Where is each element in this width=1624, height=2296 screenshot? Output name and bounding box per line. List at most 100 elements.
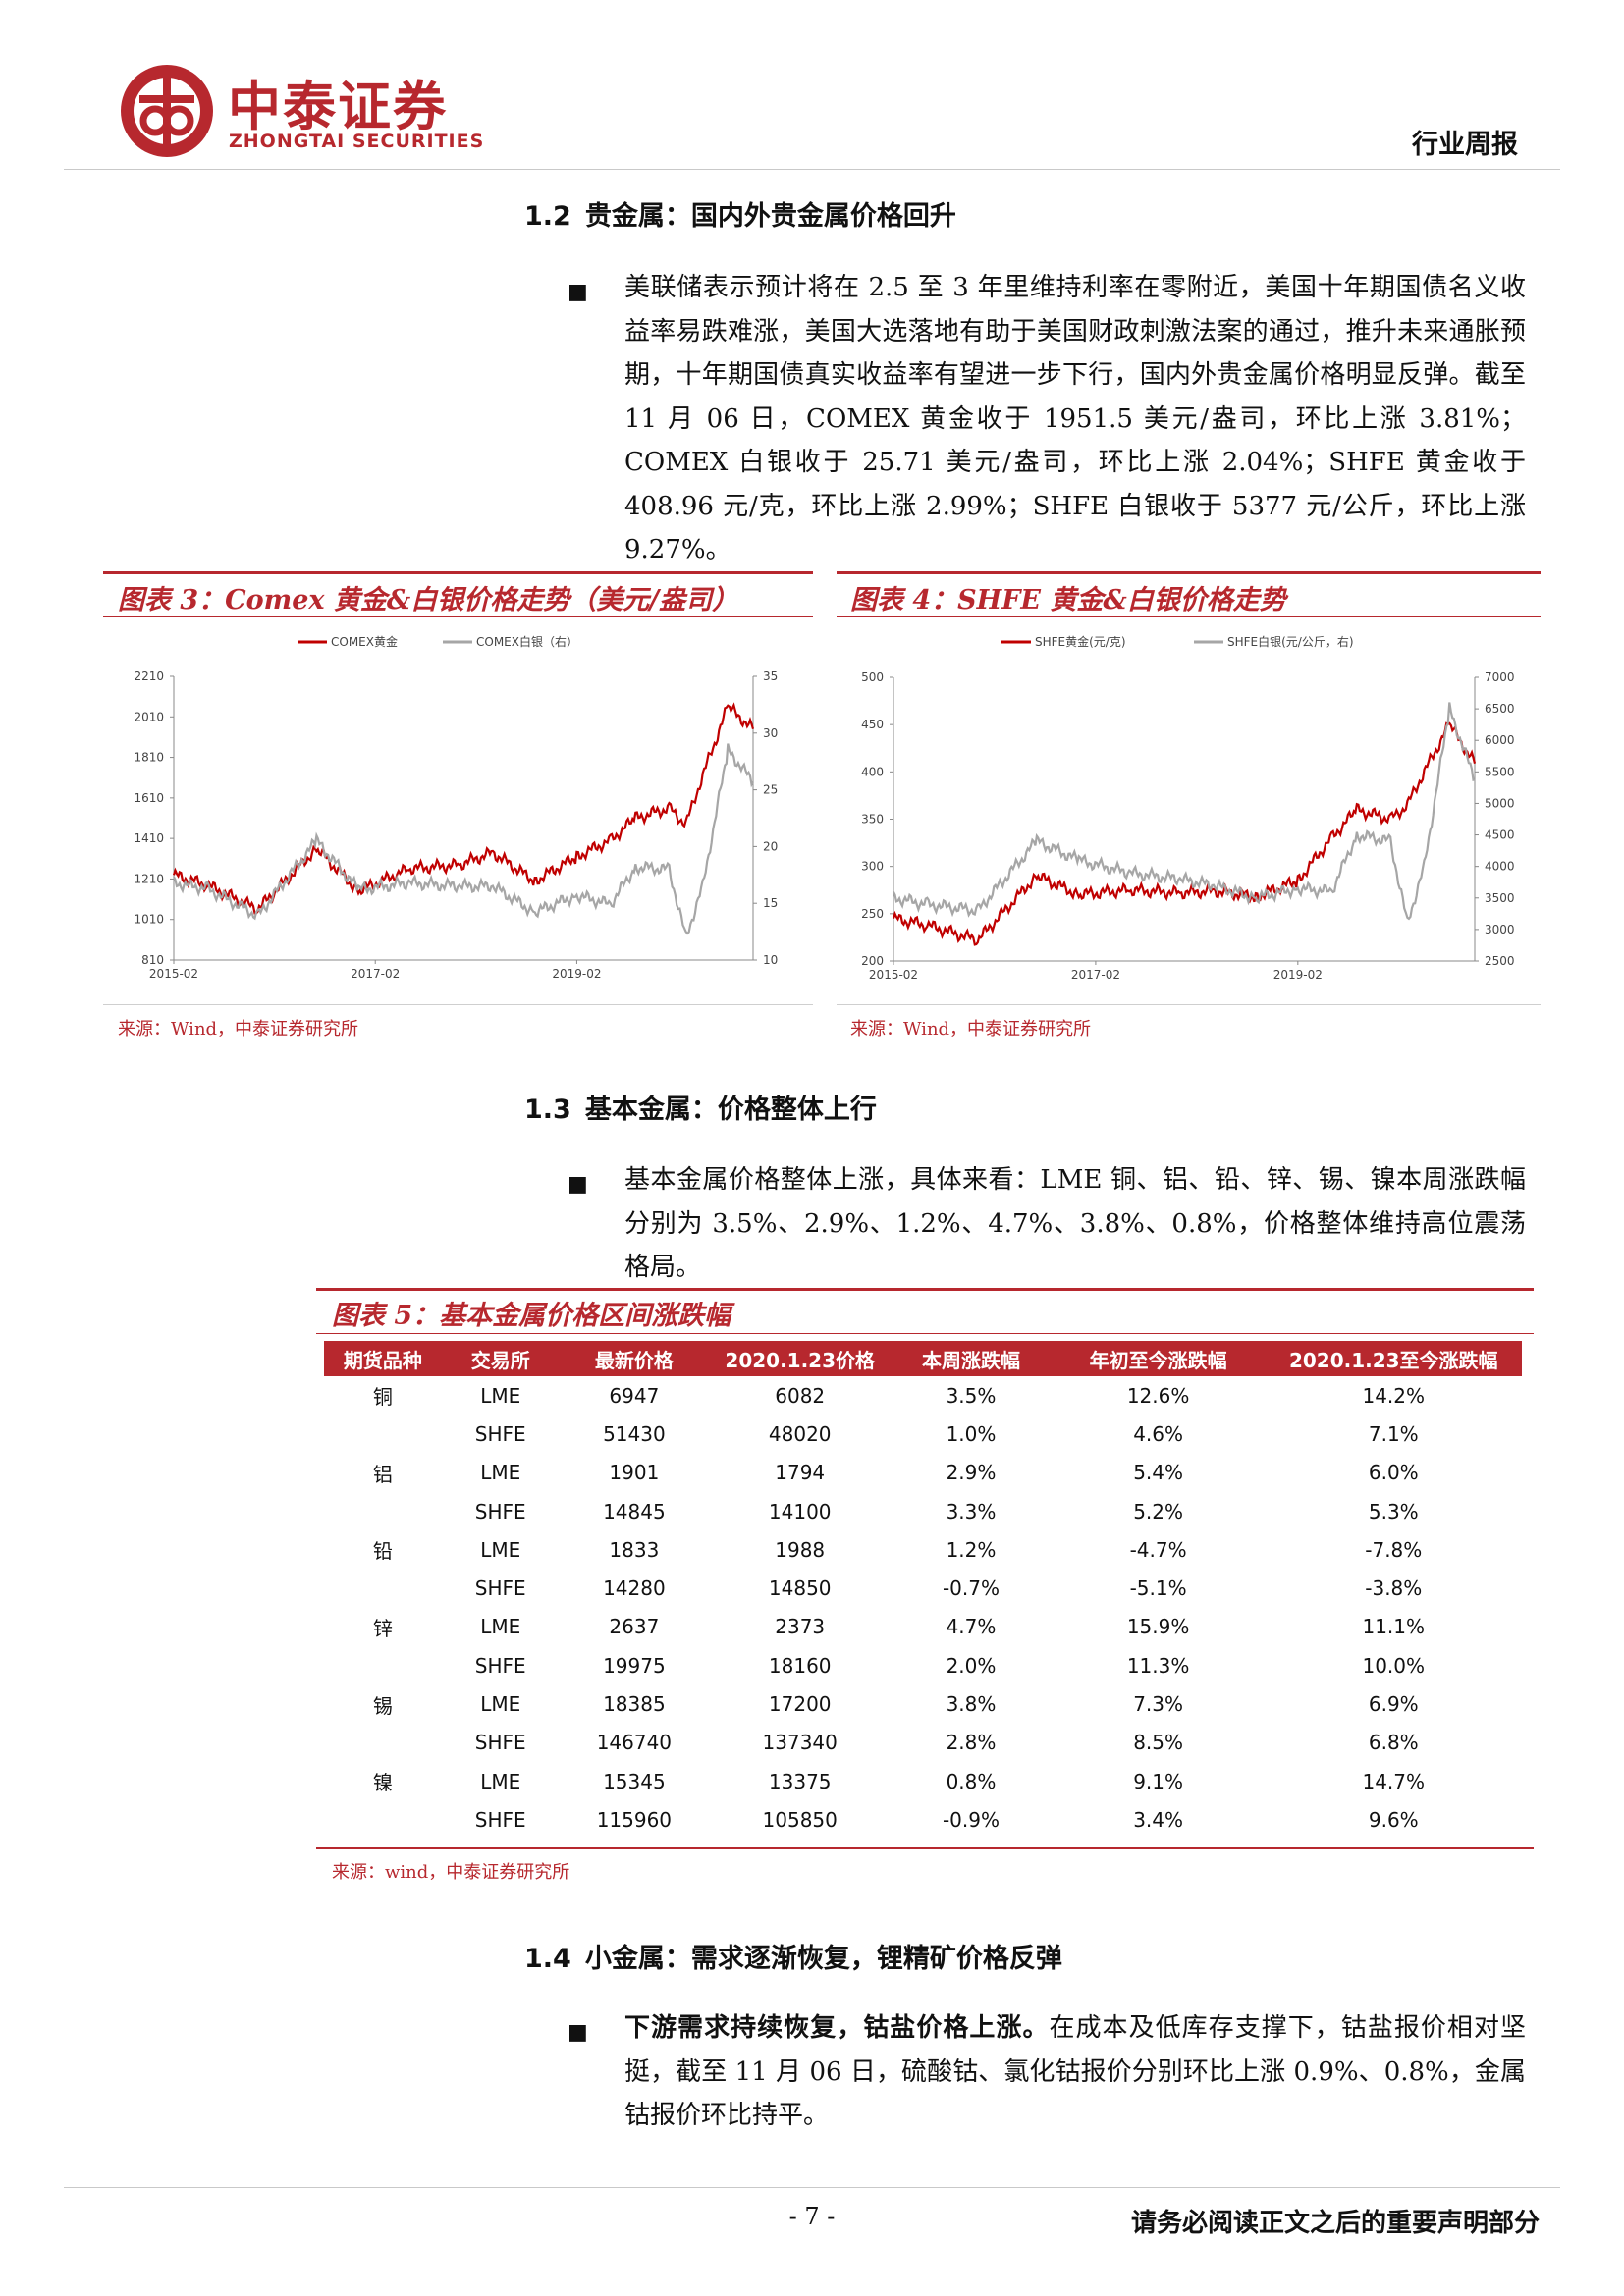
table-cell: -7.8% [1365,1537,1423,1562]
section-number: 1.2 [524,201,571,232]
table5-bottom-rule [316,1847,1534,1849]
figure4-bottom-rule [837,1004,1541,1005]
y-left-tick-label: 500 [861,670,884,684]
table-cell: -0.9% [942,1807,1000,1832]
figure4-source: 来源：Wind，中泰证券研究所 [850,1019,1092,1040]
x-tick-label: 2019-02 [1273,968,1323,982]
y-right-tick-label: 6500 [1485,702,1515,716]
table-header-cell: 期货品种 [324,1341,442,1376]
table-cell: 3.3% [946,1499,997,1523]
figure3-title-rule [103,616,813,617]
table-cell: 2637 [609,1615,660,1639]
legend-label: COMEX黄金 [331,634,398,649]
table-cell [324,1569,442,1607]
section-heading-1-3: 1.3 基本金属：价格整体上行 [524,1088,877,1126]
chart-shfe-gold-silver: 200 250 300 350 400 450 500 2500 3000 3500 4000 450… [861,634,1515,982]
bullet-square-icon: ■ [568,1172,588,1197]
page-number: - 7 - [788,2203,836,2230]
y-left-tick-label: 810 [141,953,164,967]
table-header-cell: 2020.1.23至今涨跌幅 [1265,1341,1522,1376]
bullet-square-icon: ■ [568,2020,588,2045]
table-cell: 2.0% [946,1653,997,1678]
table-cell: -4.7% [1129,1537,1187,1562]
table-cell: 7.1% [1368,1421,1419,1446]
table-row: 铝 LME 1901 1794 2.9% 5.4% 6.0% [324,1454,1522,1492]
table-cell: SHFE [474,1731,526,1755]
table-cell: 1833 [609,1537,660,1562]
x-tick-label: 2015-02 [869,968,918,982]
figure4-title-rule [837,616,1541,617]
table-cell: 6082 [775,1383,826,1408]
table-cell: 15.9% [1126,1615,1190,1639]
table5-top-rule [316,1288,1534,1291]
y-right-tick-label: 6000 [1485,733,1515,747]
table-cell: 15345 [603,1769,666,1793]
table-cell: 0.8% [946,1769,997,1793]
y-right-tick-label: 20 [763,839,778,853]
table-cell: 146740 [596,1731,673,1755]
table-row: SHFE 146740 137340 2.8% 8.5% 6.8% [324,1724,1522,1762]
y-right-tick-label: 3000 [1485,923,1515,936]
table-cell: 镍 [372,1771,393,1795]
series-line [173,743,754,935]
y-left-tick-label: 1810 [134,751,164,765]
brand-name-en: ZHONGTAI SECURITIES [229,131,485,152]
footer-divider [64,2187,1560,2188]
table-cell: 1.0% [946,1421,997,1446]
y-right-tick-label: 4500 [1485,828,1515,842]
table-header-cell: 交易所 [441,1341,560,1376]
table-cell [324,1646,442,1684]
table-cell: 9.1% [1133,1769,1184,1793]
table-cell [324,1492,442,1530]
y-left-tick-label: 350 [861,813,884,827]
table-cell: 2373 [775,1615,826,1639]
table-cell: LME [480,1537,521,1562]
table-cell: 4.6% [1133,1421,1184,1446]
x-tick-label: 2015-02 [149,967,198,981]
y-right-tick-label: 10 [763,953,778,967]
table-cell: SHFE [474,1421,526,1446]
y-right-tick-label: 25 [763,783,778,797]
section-title: 小金属：需求逐渐恢复，锂精矿价格反弹 [584,1944,1062,1974]
table-header-cell: 最新价格 [559,1341,710,1376]
y-right-tick-label: 2500 [1485,954,1515,968]
brand-name-cn: 中泰证券 [228,76,448,137]
table-row: 锌 LME 2637 2373 4.7% 15.9% 11.1% [324,1608,1522,1646]
y-right-tick-label: 3500 [1485,891,1515,905]
table-row: 镍 LME 15345 13375 0.8% 9.1% 14.7% [324,1762,1522,1800]
table-cell: 1901 [609,1461,660,1485]
table-cell: SHFE [474,1576,526,1601]
header-divider [64,169,1560,170]
table-cell: 1.2% [946,1537,997,1562]
table-cell [324,1800,442,1839]
table-row: SHFE 14280 14850 -0.7% -5.1% -3.8% [324,1569,1522,1607]
table-cell: 铜 [372,1385,393,1410]
bullet-square-icon: ■ [568,280,588,304]
figure4-title: 图表 4：SHFE 黄金&白银价格走势 [850,585,1286,615]
table-cell: 48020 [768,1421,832,1446]
figure4-top-rule [837,571,1541,574]
table-cell: 14.7% [1362,1769,1426,1793]
table-cell: 5.3% [1368,1499,1419,1523]
table-row: SHFE 14845 14100 3.3% 5.2% 5.3% [324,1492,1522,1530]
logo-icon [121,65,213,157]
chart-comex-gold-silver: 810 1010 1210 1410 1610 1810 2010 2210 10 15 20 25 3… [134,634,778,981]
y-right-tick-label: 15 [763,896,778,910]
figure3-source: 来源：Wind，中泰证券研究所 [118,1019,359,1040]
table-cell: 3.5% [946,1383,997,1408]
table-header-row: 期货品种 交易所 最新价格 2020.1.23价格 本周涨跌幅 年初至今涨跌幅 2020.1… [324,1341,1522,1376]
table-row: 铅 LME 1833 1988 1.2% -4.7% -7.8% [324,1530,1522,1569]
x-tick-label: 2019-02 [552,967,601,981]
y-left-tick-label: 1210 [134,872,164,885]
table-row: SHFE 51430 48020 1.0% 4.6% 7.1% [324,1415,1522,1453]
table5-source: 来源：wind，中泰证券研究所 [332,1862,570,1883]
table5-title-rule [316,1333,1534,1334]
y-left-tick-label: 400 [861,765,884,778]
table-cell: 11.3% [1126,1653,1190,1678]
table-cell: 14850 [768,1576,832,1601]
table-cell: 锡 [372,1693,393,1718]
y-right-tick-label: 5500 [1485,765,1515,778]
y-left-tick-label: 250 [861,907,884,921]
table-row: SHFE 115960 105850 -0.9% 3.4% 9.6% [324,1800,1522,1839]
table-cell: 6947 [609,1383,660,1408]
